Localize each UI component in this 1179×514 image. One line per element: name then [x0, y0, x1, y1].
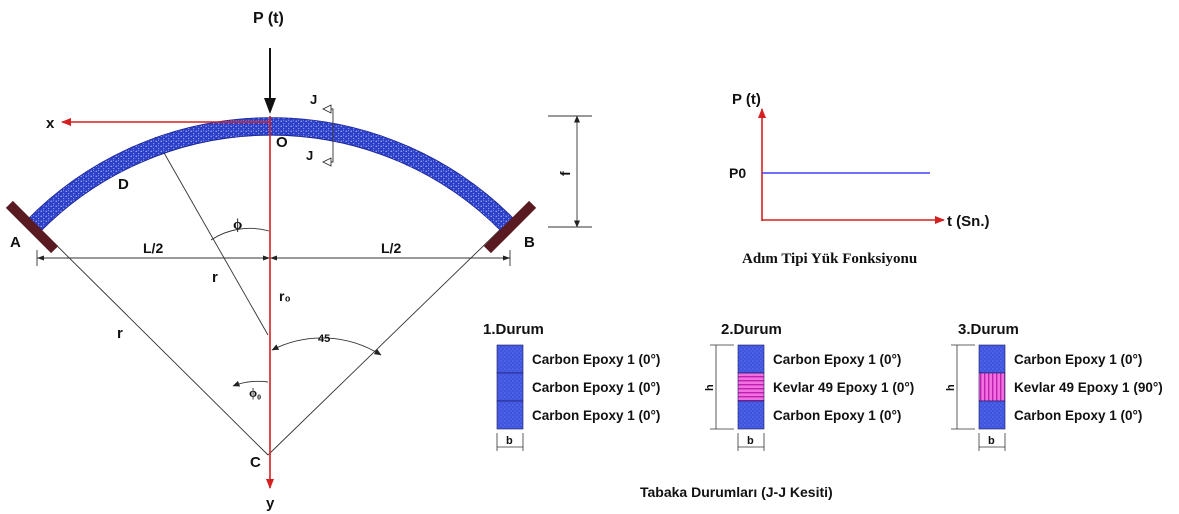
height-label: h	[945, 384, 957, 391]
case-panel-2: 2.Durum Carbon Epoxy 1 (0°) Kevlar 49 Epox…	[704, 321, 914, 451]
layer-swatch	[978, 400, 1006, 430]
width-label: b	[506, 435, 513, 447]
height-label: h	[704, 384, 716, 391]
layer-label: Kevlar 49 Epoxy 1 (90°)	[1014, 380, 1163, 395]
half-span-right-label: L/2	[381, 240, 401, 256]
layer-swatch	[496, 400, 524, 430]
case-title: 3.Durum	[958, 321, 1019, 338]
rise-label: f	[557, 171, 573, 176]
load-graph-caption: Adım Tipi Yük Fonksiyonu	[742, 251, 917, 267]
case-panel-1: 1.Durum Carbon Epoxy 1 (0°) Carbon Epoxy 1…	[483, 321, 660, 451]
layer-label: Carbon Epoxy 1 (0°)	[773, 408, 901, 423]
point-b-label: B	[524, 234, 535, 251]
case-title: 1.Durum	[483, 321, 544, 338]
point-o-label: O	[276, 134, 288, 151]
load-function-graph: P (t) P0 t (Sn.) Adım Tipi Yük Fonksiyon…	[729, 91, 990, 267]
phi0-arc	[232, 380, 269, 387]
layer-swatch	[737, 372, 765, 402]
layer-label: Carbon Epoxy 1 (0°)	[532, 380, 660, 395]
x-axis-label: x	[46, 115, 55, 132]
layer-label: Carbon Epoxy 1 (0°)	[1014, 408, 1142, 423]
support-b	[483, 200, 537, 254]
span-arrow-left	[37, 255, 44, 261]
section-arrow-top	[322, 104, 332, 114]
radius-label-outer: r	[117, 325, 123, 342]
angle-phi-label: ϕ	[233, 217, 242, 233]
support-a	[5, 200, 59, 254]
angle-phi0-label: ϕ₀	[249, 385, 261, 400]
layer-swatch	[737, 400, 765, 430]
layer-swatch	[978, 372, 1006, 402]
arch-body	[25, 117, 517, 233]
angle-45-arc	[271, 337, 382, 356]
layer-swatch	[978, 344, 1006, 374]
layer-swatch	[496, 344, 524, 374]
layer-label: Kevlar 49 Epoxy 1 (0°)	[773, 380, 914, 395]
angle-45-label: 45	[318, 333, 330, 345]
span-arrow-right	[503, 255, 510, 261]
arch-group: P (t) x y A B C D O J J L/2 L/2 r r r₀ f…	[5, 10, 592, 512]
radius-label-inner: r	[212, 269, 218, 286]
cases-caption: Tabaka Durumları (J-J Kesiti)	[640, 484, 833, 500]
layer-label: Carbon Epoxy 1 (0°)	[1014, 352, 1142, 367]
section-label-bottom: J	[306, 148, 313, 163]
radius-line-left	[32, 221, 269, 456]
case-title: 2.Durum	[721, 321, 782, 338]
load-graph-p0-label: P0	[729, 165, 746, 181]
layer-label: Carbon Epoxy 1 (0°)	[532, 408, 660, 423]
span-arrow-mid-left	[263, 255, 270, 261]
load-graph-x-label: t (Sn.)	[947, 213, 990, 230]
point-a-label: A	[10, 234, 21, 251]
load-label: P (t)	[253, 10, 284, 27]
section-arrow-bottom	[322, 157, 332, 167]
radius-zero-label: r₀	[279, 288, 291, 304]
width-label: b	[988, 435, 995, 447]
layer-cases: 1.Durum Carbon Epoxy 1 (0°) Carbon Epoxy 1…	[483, 321, 1163, 500]
cases-root: 1.Durum Carbon Epoxy 1 (0°) Carbon Epoxy 1…	[483, 321, 1163, 451]
point-d-label: D	[118, 176, 129, 193]
span-arrow-mid-right	[270, 255, 277, 261]
case-panel-3: 3.Durum Carbon Epoxy 1 (0°) Kevlar 49 Epox…	[945, 321, 1163, 451]
load-arrow-head	[264, 98, 276, 114]
point-c-label: C	[250, 454, 261, 471]
layer-label: Carbon Epoxy 1 (0°)	[532, 352, 660, 367]
layer-swatch	[496, 372, 524, 402]
phi-arc	[210, 227, 270, 241]
half-span-left-label: L/2	[143, 240, 163, 256]
layer-label: Carbon Epoxy 1 (0°)	[773, 352, 901, 367]
width-label: b	[747, 435, 754, 447]
radius-line-d	[154, 136, 269, 336]
section-label-top: J	[310, 92, 317, 107]
layer-swatch	[737, 344, 765, 374]
y-axis-label: y	[266, 495, 275, 512]
radius-line-right	[267, 221, 509, 456]
load-graph-y-label: P (t)	[732, 91, 761, 108]
